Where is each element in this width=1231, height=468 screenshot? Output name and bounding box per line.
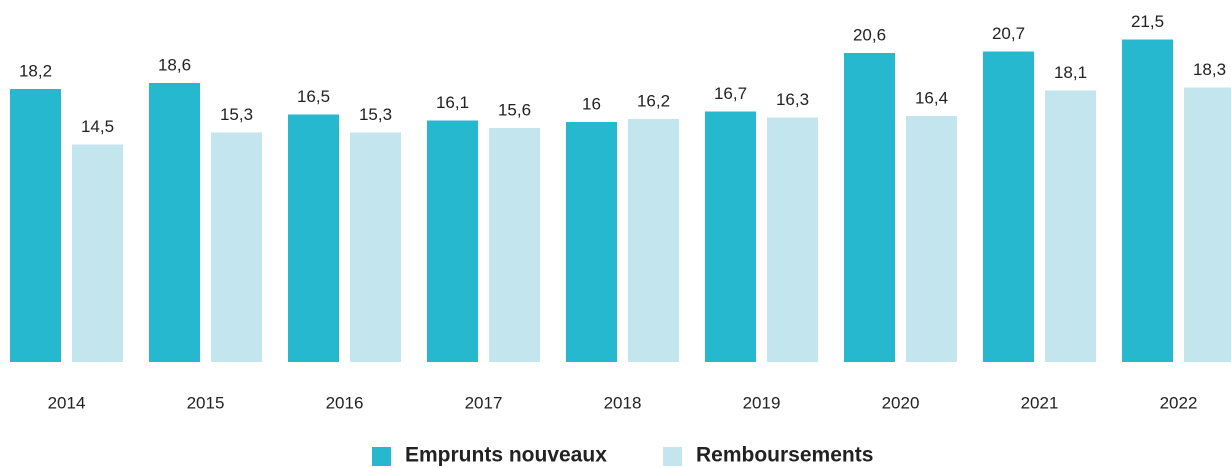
bar bbox=[288, 114, 339, 362]
value-label: 14,5 bbox=[81, 117, 114, 136]
value-label: 16,7 bbox=[714, 84, 747, 103]
bar bbox=[1122, 39, 1173, 362]
value-label: 21,5 bbox=[1131, 12, 1164, 31]
value-label: 16,1 bbox=[436, 93, 469, 112]
bar bbox=[489, 128, 540, 362]
legend-swatch bbox=[372, 447, 391, 466]
bar bbox=[72, 144, 123, 362]
x-tick-label: 2021 bbox=[1021, 393, 1059, 412]
x-tick-label: 2014 bbox=[48, 393, 86, 412]
bar bbox=[628, 119, 679, 362]
x-tick-label: 2016 bbox=[326, 393, 364, 412]
legend-label: Remboursements bbox=[696, 444, 873, 467]
value-label: 20,7 bbox=[992, 24, 1025, 43]
bar bbox=[1184, 87, 1231, 362]
value-label: 18,6 bbox=[158, 55, 191, 74]
value-label: 16,3 bbox=[776, 90, 809, 109]
bar bbox=[983, 51, 1034, 362]
value-label: 18,3 bbox=[1193, 60, 1226, 79]
value-label: 18,2 bbox=[19, 61, 52, 80]
value-label: 15,3 bbox=[220, 105, 253, 124]
bar bbox=[1045, 90, 1096, 362]
x-tick-label: 2019 bbox=[743, 393, 781, 412]
bar bbox=[566, 122, 617, 362]
value-label: 15,3 bbox=[359, 105, 392, 124]
legend-swatch bbox=[663, 447, 682, 466]
value-label: 16 bbox=[582, 94, 601, 113]
bar bbox=[844, 53, 895, 362]
x-tick-label: 2022 bbox=[1160, 393, 1198, 412]
bar bbox=[767, 117, 818, 362]
bar bbox=[705, 111, 756, 362]
value-label: 16,2 bbox=[637, 91, 670, 110]
x-tick-label: 2018 bbox=[604, 393, 642, 412]
bar bbox=[350, 132, 401, 362]
x-tick-label: 2020 bbox=[882, 393, 920, 412]
value-label: 20,6 bbox=[853, 25, 886, 44]
x-tick-label: 2015 bbox=[187, 393, 225, 412]
bar bbox=[427, 120, 478, 362]
legend-label: Emprunts nouveaux bbox=[405, 444, 607, 467]
bar bbox=[149, 83, 200, 362]
value-label: 16,5 bbox=[297, 87, 330, 106]
value-label: 15,6 bbox=[498, 100, 531, 119]
bar bbox=[906, 116, 957, 362]
bar bbox=[211, 132, 262, 362]
x-tick-label: 2017 bbox=[465, 393, 503, 412]
value-label: 18,1 bbox=[1054, 63, 1087, 82]
value-label: 16,4 bbox=[915, 88, 948, 107]
bar bbox=[10, 89, 61, 362]
